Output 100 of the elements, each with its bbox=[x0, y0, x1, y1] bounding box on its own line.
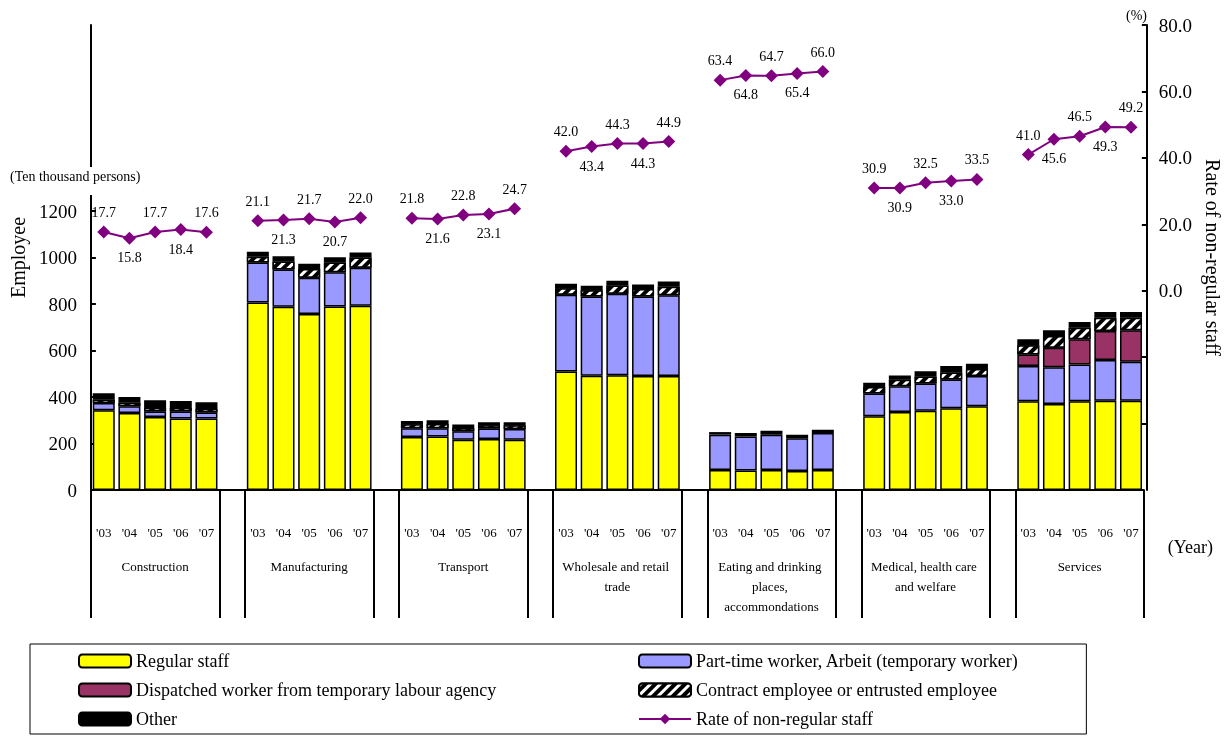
point bbox=[354, 211, 368, 225]
point bbox=[970, 172, 984, 186]
point bbox=[867, 181, 881, 195]
y-tick-label: 1000 bbox=[38, 247, 77, 268]
y-tick-label: 400 bbox=[48, 386, 77, 408]
point bbox=[636, 137, 650, 151]
point bbox=[277, 213, 291, 227]
text: Medical, health care and welfare bbox=[871, 558, 981, 594]
point bbox=[456, 208, 470, 222]
data-label: 23.1 bbox=[476, 225, 502, 241]
bar bbox=[144, 400, 167, 408]
point bbox=[944, 174, 958, 188]
x-tick-label: '05 bbox=[763, 525, 780, 540]
data-label: 66.0 bbox=[810, 44, 836, 60]
legend-label: Other bbox=[136, 709, 177, 729]
y-tick-label: 600 bbox=[48, 340, 77, 361]
data-label: 63.4 bbox=[707, 53, 733, 69]
x-tick-label: '06 bbox=[789, 525, 806, 540]
y2-axis-title: Rate of non-regular staff bbox=[1201, 159, 1224, 357]
point bbox=[1073, 129, 1087, 143]
x-tick-label: '07 bbox=[198, 525, 215, 540]
y-tick-label: 200 bbox=[48, 433, 77, 454]
x-tick-label: '05 bbox=[917, 525, 934, 540]
x-tick-label: '07 bbox=[506, 525, 523, 540]
annotation: (Ten thousand persons) bbox=[10, 168, 141, 185]
data-label: 33.0 bbox=[938, 193, 964, 209]
legend-label: Rate of non-regular staff bbox=[696, 709, 874, 729]
point bbox=[482, 207, 496, 221]
y2-tick-label: 40.0 bbox=[1158, 147, 1193, 169]
x-tick-label: '04 bbox=[892, 525, 909, 540]
point bbox=[662, 135, 676, 149]
point bbox=[122, 231, 136, 245]
data-label: 42.0 bbox=[553, 124, 579, 140]
x-tick-label: '04 bbox=[275, 525, 292, 540]
y2-tick-label: 60.0 bbox=[1158, 80, 1193, 102]
data-label: 21.1 bbox=[245, 193, 271, 209]
x-tick-label: '06 bbox=[1097, 525, 1114, 540]
point bbox=[1047, 132, 1061, 146]
text: Transport bbox=[438, 558, 489, 574]
point bbox=[431, 212, 445, 226]
data-label: 21.3 bbox=[271, 231, 296, 247]
bar bbox=[195, 402, 218, 410]
bar bbox=[118, 397, 141, 403]
bar bbox=[169, 400, 192, 408]
bar bbox=[426, 420, 449, 424]
data-label: 17.7 bbox=[142, 204, 168, 220]
x-tick-label: '06 bbox=[173, 525, 189, 540]
text: Wholesale and retail trade bbox=[562, 558, 673, 594]
point bbox=[251, 214, 265, 228]
x-tick-label: '04 bbox=[429, 525, 446, 540]
legend-label: Dispatched worker from temporary labour agency bbox=[136, 680, 497, 700]
data-label: 41.0 bbox=[1016, 127, 1041, 143]
x-tick-label: '06 bbox=[635, 525, 652, 540]
y-tick-label: 1200 bbox=[38, 200, 77, 222]
y2-tick-label: 20.0 bbox=[1158, 213, 1193, 235]
x-tick-label: '07 bbox=[815, 525, 831, 540]
point bbox=[97, 225, 111, 239]
legend-label: Part-time worker, Arbeit (temporary worker) bbox=[696, 651, 1018, 672]
data-label: 43.4 bbox=[579, 158, 604, 174]
data-label: 46.5 bbox=[1067, 109, 1092, 125]
data-label: 49.2 bbox=[1118, 100, 1144, 116]
data-label: 18.4 bbox=[168, 241, 194, 257]
point bbox=[739, 68, 753, 82]
text: Eating and drinking places, accommondations bbox=[718, 558, 825, 614]
x-tick-label: '03 bbox=[404, 525, 420, 540]
data-label: 22.8 bbox=[451, 187, 476, 203]
text: Services bbox=[1057, 558, 1102, 574]
data-label: 45.6 bbox=[1041, 151, 1067, 167]
y-tick-label: 800 bbox=[48, 293, 77, 315]
point bbox=[148, 225, 162, 239]
x-tick-label: '04 bbox=[121, 525, 138, 540]
x-tick-label: '04 bbox=[584, 525, 600, 540]
point bbox=[302, 212, 316, 226]
point bbox=[174, 223, 188, 237]
y2-tick-label: 0.0 bbox=[1158, 280, 1183, 302]
y2-tick-label: 80.0 bbox=[1158, 14, 1193, 36]
data-label: 44.9 bbox=[656, 114, 681, 130]
x-tick-label: '07 bbox=[352, 525, 369, 540]
x-tick-label: '03 bbox=[558, 525, 574, 540]
point bbox=[610, 137, 624, 151]
x-tick-label: '03 bbox=[712, 525, 728, 540]
point bbox=[1098, 120, 1112, 134]
x-tick-label: '03 bbox=[250, 525, 266, 540]
x-tick-label: '07 bbox=[661, 525, 677, 540]
point bbox=[508, 202, 522, 216]
x-tick-label: '05 bbox=[1071, 525, 1088, 540]
data-label: 30.9 bbox=[887, 200, 913, 216]
data-label: 21.8 bbox=[399, 191, 425, 207]
x-tick-label: '05 bbox=[455, 525, 471, 540]
x-tick-label: '04 bbox=[738, 525, 754, 540]
text: (%) bbox=[1126, 7, 1148, 24]
data-label: 21.7 bbox=[296, 191, 322, 207]
data-label: 65.4 bbox=[784, 85, 810, 101]
data-label: 21.6 bbox=[425, 230, 450, 246]
data-label: 22.0 bbox=[348, 190, 373, 206]
x-tick-label: '07 bbox=[1123, 525, 1140, 540]
point bbox=[713, 73, 727, 87]
point bbox=[893, 181, 907, 195]
data-label: 64.7 bbox=[759, 48, 784, 64]
data-label: 32.5 bbox=[913, 155, 938, 171]
